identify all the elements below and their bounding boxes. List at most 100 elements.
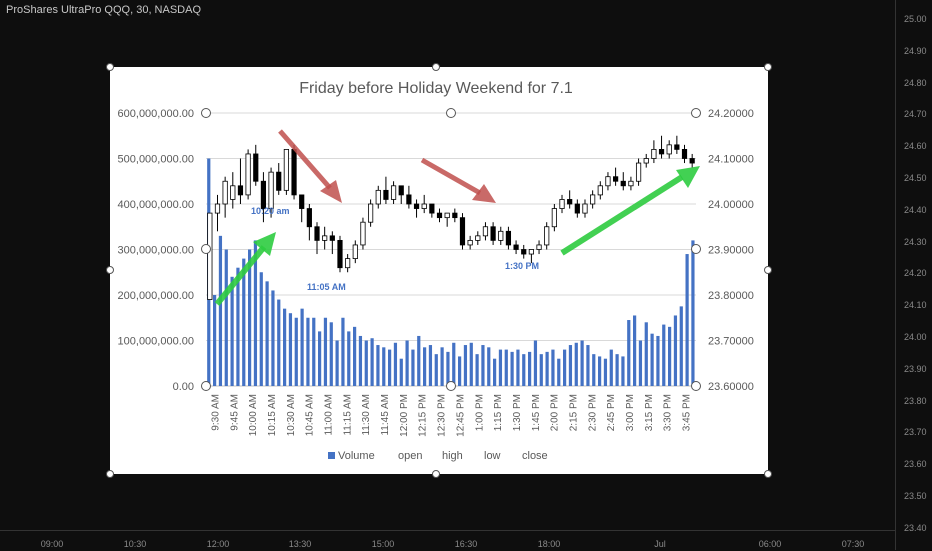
volume-bar — [574, 342, 578, 386]
price-scale[interactable]: 25.00 24.90 24.80 24.70 24.60 24.50 24.40 24.30… — [895, 0, 932, 550]
volume-bar — [288, 313, 293, 386]
candle-body — [253, 153, 259, 182]
x-tick-label: 12:00 PM — [399, 394, 410, 437]
right-tick-label: 23.60000 — [708, 381, 754, 393]
volume-bar — [446, 351, 450, 386]
x-tick-label: 2:15 PM — [569, 394, 580, 431]
green-arrow-1 — [214, 245, 267, 306]
volume-bar — [341, 317, 345, 386]
candle-body — [658, 149, 665, 155]
volume-bar — [335, 340, 339, 386]
x-tick-label: 10:15 AM — [267, 394, 278, 436]
time-axis-label: 12:00 — [206, 539, 230, 549]
candle-body — [283, 149, 289, 191]
annotation-1020: 10:20 am — [251, 206, 290, 216]
candle-body — [613, 176, 619, 182]
plot-handle-se[interactable] — [691, 381, 701, 391]
price-scale-label: 23.40 — [904, 522, 927, 533]
candle-body — [567, 199, 573, 205]
plot-handle-sw[interactable] — [201, 381, 211, 391]
volume-bar — [528, 351, 532, 386]
price-scale-label: 25.00 — [904, 14, 927, 24]
x-tick-label: 10:00 AM — [248, 394, 259, 436]
plot-handle-ne[interactable] — [691, 108, 701, 118]
x-tick-label: 2:00 PM — [550, 394, 561, 431]
volume-bar — [662, 324, 666, 386]
volume-bar — [440, 347, 444, 386]
candle-body — [559, 199, 565, 209]
x-tick-label: 1:15 PM — [493, 394, 504, 431]
time-axis-label: 09:00 — [40, 539, 64, 549]
volume-bar — [673, 315, 678, 386]
volume-bar — [469, 342, 473, 386]
volume-bar — [259, 272, 263, 386]
candle-body — [291, 149, 297, 196]
x-tick-label: 9:45 AM — [229, 394, 240, 431]
plot-handle-w[interactable] — [201, 244, 211, 254]
volume-bar — [347, 331, 351, 386]
resize-handle-n[interactable] — [432, 63, 440, 71]
volume-bar — [533, 340, 538, 386]
left-tick-label: 600,000,000.00 — [118, 108, 194, 120]
resize-handle-s[interactable] — [432, 470, 440, 478]
volume-bar — [224, 249, 228, 386]
embedded-chart-image[interactable]: Friday before Holiday Weekend for 7.1 0.… — [106, 63, 772, 478]
plot-handle-e[interactable] — [691, 244, 701, 254]
candle-body — [689, 158, 695, 164]
resize-handle-e[interactable] — [764, 266, 772, 274]
volume-bar — [306, 317, 310, 386]
right-tick-label: 24.10000 — [708, 154, 754, 166]
right-tick-label: 24.00000 — [708, 199, 754, 211]
volume-bar — [388, 349, 392, 386]
x-tick-label: 3:15 PM — [644, 394, 655, 431]
red-arrow-1 — [278, 129, 332, 190]
plot-handle-s[interactable] — [446, 381, 456, 391]
volume-bar — [376, 345, 380, 386]
volume-bar — [458, 356, 462, 386]
right-tick-label: 23.90000 — [708, 245, 754, 257]
resize-handle-ne[interactable] — [764, 63, 772, 71]
volume-bar — [539, 354, 543, 386]
plot-handle-n[interactable] — [446, 108, 456, 118]
candle-body — [360, 221, 366, 246]
price-scale-label: 24.10 — [904, 300, 927, 311]
volume-bar — [475, 354, 479, 386]
candle-body — [299, 194, 305, 209]
volume-bar — [592, 354, 596, 386]
volume-bar — [493, 358, 497, 386]
candle-body — [444, 212, 450, 219]
green-arrow-2-head — [676, 166, 700, 188]
volume-bar — [265, 281, 269, 386]
candle-body — [513, 244, 519, 250]
candle-body — [498, 230, 504, 241]
volume-bar — [615, 354, 619, 386]
candle-body — [375, 189, 381, 205]
volume-bar — [434, 354, 438, 386]
left-axis-ticks: 0.00 100,000,000.00 200,000,000.00 300,000,… — [118, 108, 194, 393]
right-tick-label: 23.80000 — [708, 290, 754, 302]
red-arrow-2-head — [472, 184, 496, 203]
volume-bar — [557, 358, 561, 386]
volume-bar — [423, 347, 427, 386]
resize-handle-sw[interactable] — [106, 470, 114, 478]
time-axis[interactable]: 09:00 10:30 12:00 13:30 15:00 16:30 18:00 Jul 06… — [0, 530, 895, 551]
arrows — [214, 129, 700, 306]
volume-bar — [638, 340, 643, 386]
x-tick-label: 3:30 PM — [663, 394, 674, 431]
price-scale-label: 24.20 — [904, 268, 927, 279]
price-scale-label: 23.60 — [904, 459, 927, 470]
volume-bar — [271, 290, 275, 386]
legend-swatch-volume — [328, 452, 335, 459]
candle-body — [383, 189, 389, 200]
x-tick-label: 2:30 PM — [587, 394, 598, 431]
volume-bar — [545, 351, 549, 386]
x-tick-label: 12:30 PM — [437, 394, 448, 437]
candle-body — [620, 180, 626, 187]
resize-handle-se[interactable] — [764, 470, 772, 478]
resize-handle-nw[interactable] — [106, 63, 114, 71]
plot-handle-nw[interactable] — [201, 108, 211, 118]
volume-bar — [633, 315, 637, 386]
legend-entry: open — [398, 450, 422, 462]
resize-handle-w[interactable] — [106, 266, 114, 274]
candle-body — [605, 176, 611, 187]
